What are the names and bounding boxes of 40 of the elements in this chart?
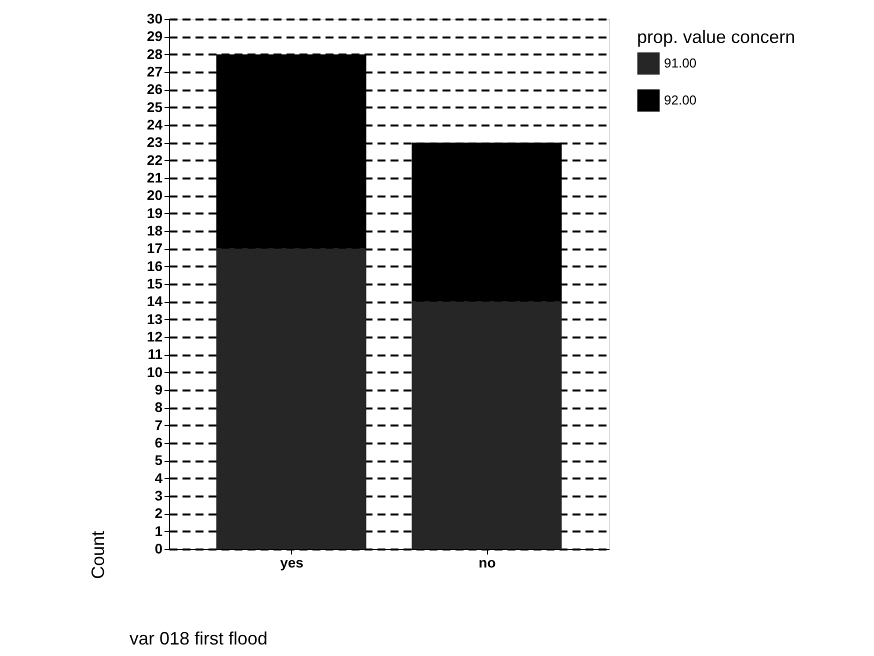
x-tick-label: yes bbox=[280, 554, 304, 570]
y-tick-label: 1 bbox=[154, 522, 163, 539]
y-tick-label: 22 bbox=[146, 152, 163, 168]
y-tick-label: 29 bbox=[146, 28, 163, 44]
legend-title: prop. value concern bbox=[637, 27, 796, 47]
x-tick-label: no bbox=[478, 554, 496, 570]
y-tick-label: 21 bbox=[146, 170, 163, 186]
y-tick-label: 4 bbox=[154, 470, 163, 486]
legend-label: 91.00 bbox=[664, 56, 697, 70]
y-axis-title: Count bbox=[88, 530, 108, 579]
y-tick-label: 14 bbox=[146, 293, 163, 310]
y-tick-label: 23 bbox=[146, 134, 163, 150]
y-tick-label: 30 bbox=[146, 10, 163, 26]
bar bbox=[216, 248, 366, 549]
legend-label: 92.00 bbox=[664, 92, 697, 108]
y-tick-label: 2 bbox=[154, 505, 163, 522]
y-tick-label: 15 bbox=[146, 276, 163, 292]
y-tick-label: 27 bbox=[146, 64, 163, 80]
y-tick-label: 18 bbox=[146, 222, 163, 238]
y-tick-label: 16 bbox=[146, 258, 163, 274]
y-tick-label: 10 bbox=[146, 364, 163, 380]
y-tick-label: 8 bbox=[154, 399, 163, 416]
y-tick-label: 19 bbox=[146, 204, 163, 221]
y-tick-label: 28 bbox=[146, 46, 163, 62]
y-tick-label: 25 bbox=[146, 98, 163, 115]
y-tick-label: 26 bbox=[146, 81, 163, 98]
y-tick-label: 24 bbox=[146, 116, 163, 132]
y-tick-label: 3 bbox=[154, 488, 163, 504]
y-tick-label: 9 bbox=[154, 382, 163, 398]
y-tick-label: 7 bbox=[154, 416, 163, 433]
y-tick-label: 5 bbox=[154, 452, 163, 468]
x-axis-title: var 018 first flood bbox=[130, 628, 268, 648]
bar bbox=[412, 302, 562, 549]
y-tick-label: 13 bbox=[146, 310, 163, 327]
y-tick-label: 6 bbox=[154, 434, 163, 450]
y-tick-label: 20 bbox=[146, 187, 163, 204]
y-tick-label: 17 bbox=[146, 240, 163, 256]
y-tick-label: 11 bbox=[148, 346, 163, 362]
y-tick-label: 12 bbox=[146, 328, 163, 344]
y-tick-label: 0 bbox=[154, 540, 163, 556]
